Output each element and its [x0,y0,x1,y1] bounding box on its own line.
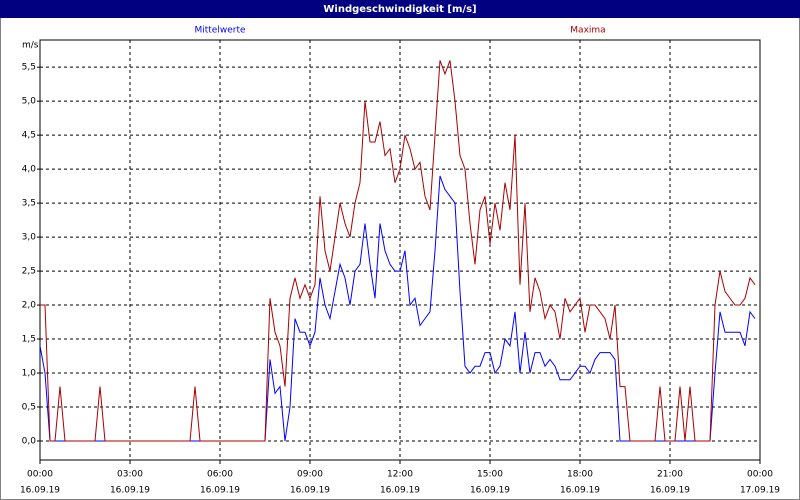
y-tick-label: 2,5 [22,267,36,277]
legend-entry: Maxima [570,26,605,36]
x-tick-date: 16.09.19 [650,486,690,496]
y-tick-label: 2,0 [22,301,37,311]
y-tick-label: 0,0 [22,436,37,446]
y-tick-label: 1,5 [22,335,36,345]
x-tick-label: 09:00 [297,470,323,480]
y-tick-label: 5,5 [22,63,36,73]
x-tick-date: 16.09.19 [200,486,240,496]
y-tick-label: 0,5 [22,402,36,412]
x-tick-date: 16.09.19 [20,486,60,496]
x-tick-date: 16.09.19 [560,486,600,496]
x-tick-date: 16.09.19 [110,486,150,496]
x-tick-label: 00:00 [747,470,773,480]
x-tick-date: 16.09.19 [290,486,330,496]
x-tick-date: 16.09.19 [470,486,510,496]
y-tick-label: 1,0 [22,369,37,379]
x-tick-date: 17.09.19 [740,486,780,496]
y-tick-label: 3,5 [22,199,36,209]
x-tick-label: 15:00 [477,470,503,480]
series-line [40,60,756,442]
x-tick-label: 00:00 [27,470,53,480]
x-tick-label: 12:00 [387,470,413,480]
legend-entry: Mittelwerte [194,26,245,36]
x-tick-label: 21:00 [657,470,683,480]
y-tick-label: 5,0 [22,97,37,107]
y-axis-label: m/s [22,41,39,51]
x-tick-label: 06:00 [207,470,233,480]
y-tick-label: 4,5 [22,131,36,141]
title-bar [0,0,800,18]
x-tick-label: 18:00 [567,470,593,480]
x-tick-date: 16.09.19 [380,486,420,496]
y-tick-label: 4,0 [22,165,37,175]
x-tick-label: 03:00 [117,470,143,480]
chart-title: Windgeschwindigkeit [m/s] [323,4,476,15]
y-tick-label: 3,0 [22,233,37,243]
